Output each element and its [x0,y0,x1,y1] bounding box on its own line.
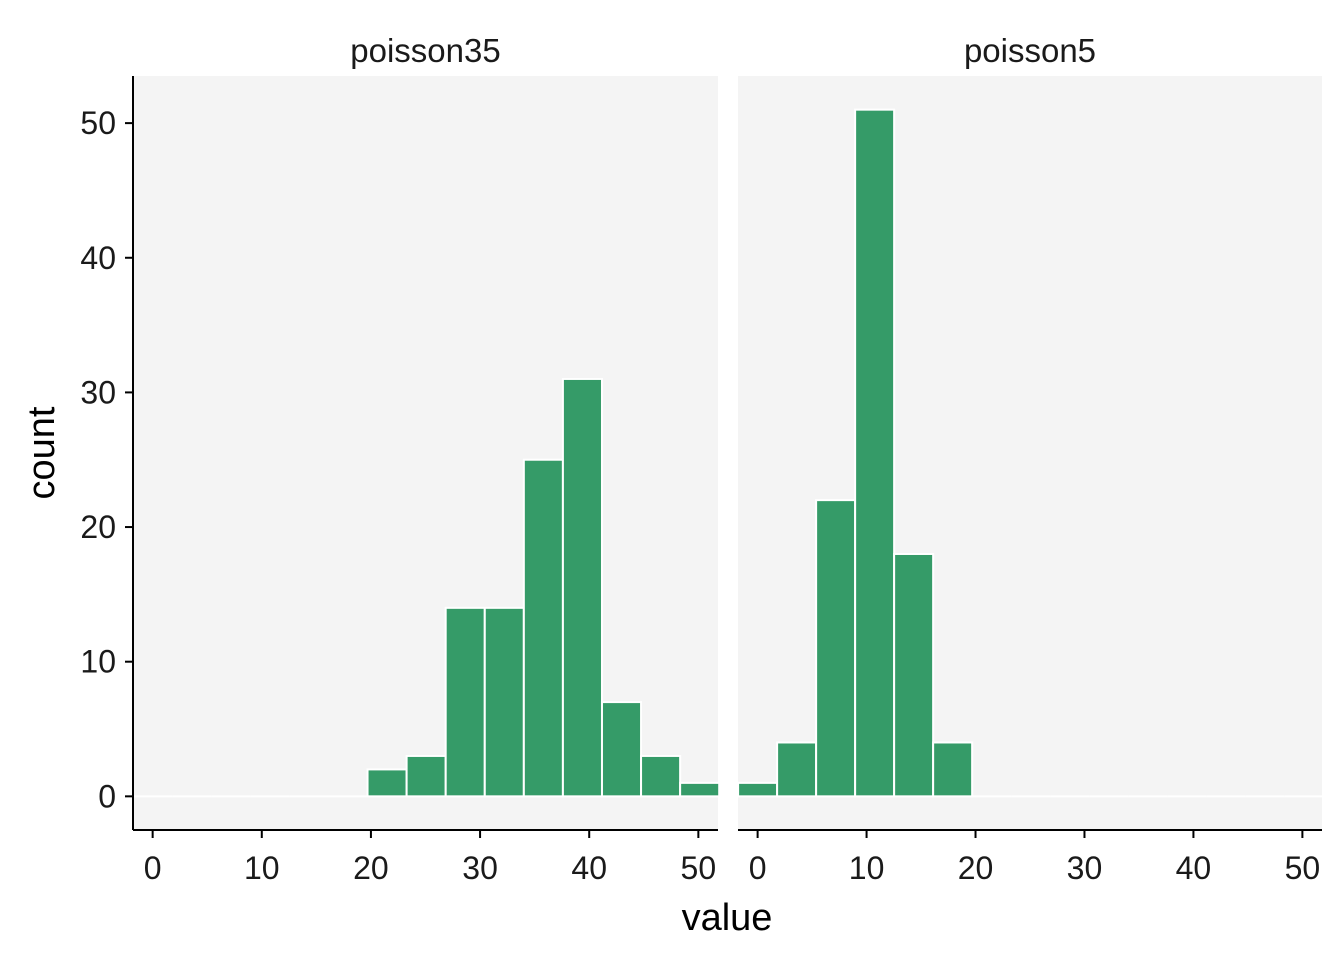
y-tick-label: 20 [80,509,116,545]
y-tick-label: 40 [80,240,116,276]
facet-strip-label: poisson5 [964,32,1096,69]
histogram-bar [893,552,935,798]
y-axis-title: count [21,406,63,499]
x-tick-label: 20 [958,850,994,886]
histogram-bar [366,768,408,798]
histogram-bar [854,108,896,798]
x-tick-label: 40 [571,850,607,886]
histogram-bar [522,458,564,798]
histogram-bar [444,606,486,798]
histogram-bar [679,781,721,798]
histogram-bar [815,499,857,798]
x-tick-label: 50 [681,850,717,886]
x-tick-label: 20 [353,850,389,886]
y-tick-label: 30 [80,374,116,410]
histogram-bar [483,606,525,798]
x-tick-label: 10 [849,850,885,886]
x-axis-title: value [682,897,773,939]
y-tick-label: 50 [80,105,116,141]
histogram-bar [600,701,643,798]
x-tick-label: 50 [1285,850,1321,886]
x-tick-label: 40 [1176,850,1212,886]
histogram-bar [405,754,447,798]
x-tick-label: 0 [749,850,767,886]
x-tick-label: 30 [462,850,498,886]
histogram-bar [640,754,682,798]
facet-strip-label: poisson35 [350,32,500,69]
x-tick-label: 10 [244,850,280,886]
facet-panels: poisson35 0 10 20 30 40 50 poisson5 0 10 20 30 40 50 [133,32,1324,886]
histogram-bar [737,781,779,798]
y-tick-label: 0 [98,778,116,814]
y-tick-label: 10 [80,644,116,680]
histogram-bar [561,377,603,798]
x-tick-label: 30 [1067,850,1103,886]
facet-panel-poisson5: poisson5 0 10 20 30 40 50 [737,32,1324,886]
histogram-bar [932,741,974,798]
y-axis: 0 10 20 30 40 50 [80,76,134,830]
histogram-bar [776,741,818,798]
facet-panel-poisson35: poisson35 0 10 20 30 40 50 [133,32,721,886]
x-tick-label: 0 [144,850,162,886]
